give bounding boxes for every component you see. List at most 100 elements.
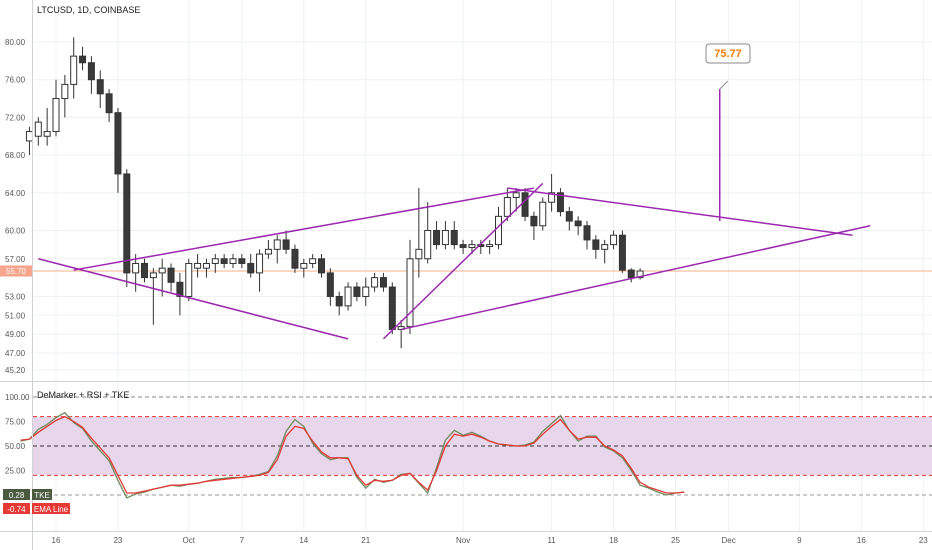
candle-body (229, 258, 237, 264)
candle-body (318, 258, 325, 274)
candle-body (326, 272, 334, 297)
candle (70, 37, 78, 99)
x-tick-label: 18 (609, 536, 618, 545)
candle-body (105, 93, 113, 114)
candle (326, 268, 334, 306)
candle (592, 235, 600, 259)
candle-body (486, 244, 494, 248)
callout-value: 75.77 (714, 48, 742, 60)
candle-body (335, 295, 343, 307)
candle (353, 282, 361, 302)
x-tick-label: 21 (361, 536, 370, 545)
candle-body (25, 131, 33, 142)
candle (486, 239, 494, 255)
candle-body (43, 131, 51, 137)
candle (583, 221, 591, 250)
price-y-tick-label: 60.00 (5, 226, 26, 235)
candle-body (220, 258, 228, 264)
candle-body (158, 267, 166, 274)
trendline-layer (38, 80, 871, 340)
candle-body (141, 262, 148, 279)
candle-body (194, 262, 202, 269)
candlestick-layer (25, 37, 644, 349)
candle (388, 282, 396, 335)
candle (601, 239, 609, 264)
candle-body (371, 277, 379, 288)
candle-body (539, 201, 547, 227)
x-tick-label: 25 (671, 536, 680, 545)
candle (87, 56, 95, 94)
candle (618, 230, 626, 273)
callout-box (705, 43, 751, 64)
badge-layer: 55.70 0.28 TKE -0.74 EMA Line (0, 265, 70, 514)
candle (256, 249, 264, 292)
candle-body (618, 234, 626, 271)
candle (176, 272, 184, 316)
candle-body (52, 98, 60, 133)
candle (610, 230, 618, 250)
candle (406, 239, 414, 335)
oscillator-y-tick-label: 50.00 (5, 442, 26, 451)
candle (379, 272, 387, 292)
price-y-tick-label: 47.00 (5, 349, 26, 358)
candle-body (415, 248, 423, 260)
candle-body (521, 192, 529, 217)
candle-body (512, 192, 520, 198)
candle (34, 117, 42, 146)
candle (114, 107, 122, 193)
price-y-tick-label: 76.00 (5, 76, 26, 85)
candle-body (291, 248, 299, 269)
candle-body (503, 197, 511, 217)
oscillator-y-tick-label: 100.00 (5, 393, 30, 402)
candle-body (468, 244, 476, 248)
candle (123, 169, 131, 288)
candle (61, 74, 69, 118)
candle-body (123, 173, 131, 274)
price-y-tick-label: 49.00 (5, 330, 26, 339)
candle (556, 188, 564, 217)
oscillator-series-layer (20, 411, 685, 499)
x-tick-label: 9 (797, 536, 802, 545)
candle (335, 291, 343, 316)
oscillator-series-line (20, 415, 685, 494)
trendline (382, 182, 544, 340)
callout-pointer (719, 80, 729, 90)
candle (530, 211, 538, 240)
last-price-badge (0, 265, 32, 277)
candle (264, 239, 272, 259)
candle-body (574, 220, 582, 227)
x-tick-label: 7 (240, 536, 245, 545)
ema-label: EMA Line (34, 505, 69, 514)
candle-body (362, 286, 370, 297)
oscillator-y-tick-label: 25.00 (5, 467, 26, 476)
tke-value: 0.28 (9, 491, 25, 500)
candle-body (149, 272, 157, 279)
x-tick-label: 11 (547, 536, 556, 545)
trendline (507, 187, 853, 236)
candle (43, 107, 51, 146)
tke-value-badge (3, 489, 30, 500)
candle-body (636, 270, 644, 279)
x-tick-label: Oct (183, 536, 196, 545)
candle (282, 230, 290, 255)
candle-body (176, 281, 184, 297)
candle (247, 254, 255, 278)
candle (318, 254, 325, 278)
candle-body (592, 239, 600, 250)
x-tick-label: 16 (857, 536, 866, 545)
candle-body (441, 229, 449, 246)
price-y-tick-label: 45.20 (5, 366, 26, 375)
candle-body (309, 258, 317, 264)
price-y-tick-label: 57.00 (5, 255, 26, 264)
price-y-tick-label: 51.00 (5, 311, 26, 320)
candle-body (627, 269, 635, 279)
candle (105, 89, 113, 123)
x-tick-label: 14 (299, 536, 308, 545)
candle-body (34, 121, 42, 137)
candle-body (601, 244, 609, 250)
x-tick-label: 16 (52, 536, 61, 545)
candle (636, 268, 644, 280)
candle-body (185, 262, 193, 297)
